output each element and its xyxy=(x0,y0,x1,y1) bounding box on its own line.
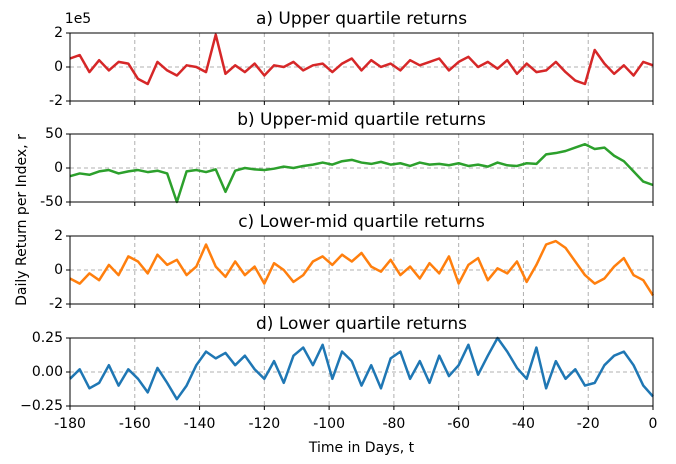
y-tick-label: 0 xyxy=(54,160,63,176)
x-tick-label: 0 xyxy=(649,416,658,432)
subplot-title: d) Lower quartile returns xyxy=(256,314,467,334)
x-tick-label: -120 xyxy=(248,416,280,432)
y-axis-label: Daily Return per Index, r xyxy=(14,134,30,306)
subplot-title: a) Upper quartile returns xyxy=(256,9,467,29)
x-tick-label: -20 xyxy=(577,416,600,432)
y-tick-label: -50 xyxy=(40,194,63,210)
y-tick-label: 2 xyxy=(54,228,63,244)
x-tick-label: -100 xyxy=(313,416,345,432)
plot-frame xyxy=(69,235,654,305)
y-tick-label: 0.25 xyxy=(32,330,63,346)
x-axis-label: Time in Days, t xyxy=(308,440,415,456)
subplot-title: c) Lower-mid quartile returns xyxy=(238,212,485,232)
y-tick-label: 50 xyxy=(45,126,63,142)
data-line xyxy=(69,239,655,297)
plot-frame xyxy=(69,337,654,407)
y-tick-label: 0.00 xyxy=(32,364,63,380)
data-line xyxy=(69,142,654,204)
offset-text: 1e5 xyxy=(65,11,91,27)
x-tick-label: -160 xyxy=(119,416,151,432)
y-tick-label: -2 xyxy=(49,296,63,312)
data-line xyxy=(69,336,654,401)
subplot-title: b) Upper-mid quartile returns xyxy=(237,110,486,130)
x-tick-label: -80 xyxy=(382,416,405,432)
y-tick-label: -2 xyxy=(49,93,63,109)
x-tick-label: -180 xyxy=(54,416,86,432)
x-tick-label: -60 xyxy=(447,416,470,432)
plot-frame xyxy=(69,32,654,102)
data-line xyxy=(69,33,654,86)
x-tick-label: -140 xyxy=(184,416,216,432)
y-tick-label: 2 xyxy=(54,25,63,41)
y-tick-label: 0 xyxy=(54,262,63,278)
y-tick-label: −0.25 xyxy=(20,398,63,414)
y-tick-label: 0 xyxy=(54,59,63,75)
x-tick-label: -40 xyxy=(512,416,535,432)
plot-frame xyxy=(69,133,654,203)
